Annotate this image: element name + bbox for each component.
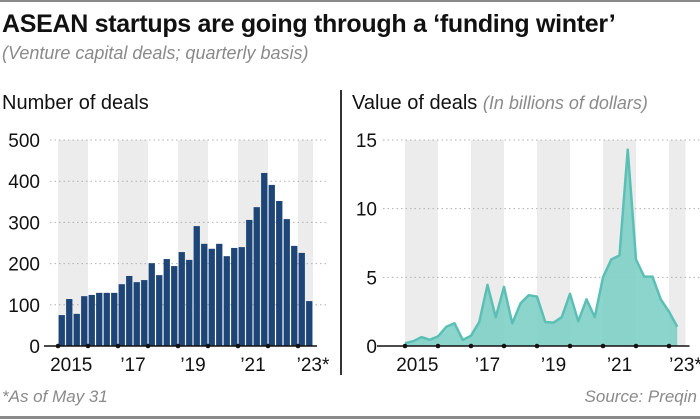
left-bar — [216, 243, 223, 346]
left-bar — [58, 315, 65, 346]
right-chart: 0 5 10 15 2015 ’17 ’19 ’21 ’23* — [356, 131, 700, 376]
left-bar — [283, 219, 290, 346]
right-year-tick — [633, 343, 639, 349]
right-x-tick-label: ’21 — [607, 355, 632, 376]
source-note: Source: Preqin — [584, 387, 697, 406]
left-bar — [103, 292, 110, 346]
right-panel-unit: (In billions of dollars) — [482, 93, 648, 113]
right-panel-title: Value of deals (In billions of dollars) — [352, 92, 648, 115]
right-year-tick — [600, 343, 606, 349]
left-bar — [291, 245, 298, 346]
left-y-tick-label: 400 — [8, 172, 40, 193]
left-bar — [261, 172, 268, 346]
left-y-tick-label: 100 — [8, 296, 40, 317]
bottom-rule — [0, 416, 700, 419]
right-y-tick-label: 15 — [356, 131, 377, 152]
left-bar — [276, 200, 283, 346]
left-bar — [163, 259, 170, 346]
left-year-tick — [115, 343, 121, 349]
right-x-tick-label: 2015 — [396, 355, 438, 376]
left-year-tick — [145, 343, 151, 349]
left-year-tick — [85, 343, 91, 349]
left-bar — [156, 275, 163, 346]
right-year-tick — [468, 343, 474, 349]
left-bar — [253, 207, 260, 346]
left-year-tick — [265, 343, 271, 349]
right-year-tick — [534, 343, 540, 349]
left-year-tick — [295, 343, 301, 349]
right-x-tick-label: ’17 — [475, 355, 500, 376]
right-year-tick — [567, 343, 573, 349]
right-year-tick — [501, 343, 507, 349]
left-bar — [88, 294, 95, 346]
left-x-tick-label: ’21 — [240, 355, 265, 376]
top-rule — [0, 0, 700, 2]
left-bar — [118, 284, 125, 346]
left-x-tick-label: ’17 — [120, 355, 145, 376]
right-year-tick — [666, 343, 672, 349]
left-bar — [193, 226, 200, 346]
right-year-tick — [435, 343, 441, 349]
left-bar — [208, 248, 215, 346]
left-bar — [186, 259, 193, 346]
left-chart: 0 100 200 300 400 500 2015 ’17 ’19 ’21 ’23* — [8, 131, 330, 376]
right-x-tick-label: ’19 — [541, 355, 566, 376]
footnote: *As of May 31 — [2, 387, 108, 406]
right-year-band — [669, 140, 686, 346]
right-x-tick-label: ’23* — [669, 355, 700, 376]
right-line — [404, 148, 679, 345]
left-bar — [231, 247, 238, 346]
chart-title: ASEAN startups are going through a ‘fund… — [2, 10, 616, 38]
left-y-tick-label: 300 — [8, 213, 40, 234]
left-x-tick-label: 2015 — [50, 355, 92, 376]
left-x-tick-label: ’23* — [297, 355, 330, 376]
left-bar — [96, 292, 103, 346]
left-y-tick-label: 0 — [29, 337, 40, 358]
left-y-tick-label: 200 — [8, 255, 40, 276]
left-bar — [133, 282, 140, 346]
right-panel-title-text: Value of deals — [352, 92, 478, 114]
left-bar — [306, 301, 313, 346]
left-bar — [81, 296, 88, 346]
left-panel-title-text: Number of deals — [2, 92, 149, 114]
left-bar — [246, 219, 253, 346]
panel-divider — [340, 90, 342, 375]
left-bar — [126, 275, 133, 346]
left-bar — [171, 266, 178, 346]
left-panel-title: Number of deals — [2, 92, 149, 115]
right-year-tick — [402, 343, 408, 349]
left-bar — [178, 252, 185, 346]
left-bar — [268, 184, 275, 346]
right-y-tick-label: 5 — [366, 268, 377, 289]
right-y-tick-label: 0 — [366, 337, 377, 358]
right-year-band — [405, 140, 438, 346]
left-year-tick — [235, 343, 241, 349]
left-bar — [73, 313, 80, 346]
left-bar — [111, 292, 118, 346]
left-bar — [66, 299, 73, 346]
left-y-tick-label: 500 — [8, 131, 40, 152]
left-year-tick — [55, 343, 61, 349]
left-bar — [223, 256, 230, 346]
left-x-tick-label: ’19 — [180, 355, 205, 376]
left-bar — [148, 263, 155, 346]
right-y-tick-label: 10 — [356, 200, 377, 221]
left-bar — [238, 247, 245, 346]
left-bar — [298, 252, 305, 346]
left-year-tick — [205, 343, 211, 349]
left-year-tick — [175, 343, 181, 349]
left-bar — [141, 280, 148, 346]
right-area — [405, 149, 678, 346]
chart-subtitle: (Venture capital deals; quarterly basis) — [2, 43, 309, 63]
left-bar — [201, 243, 208, 346]
